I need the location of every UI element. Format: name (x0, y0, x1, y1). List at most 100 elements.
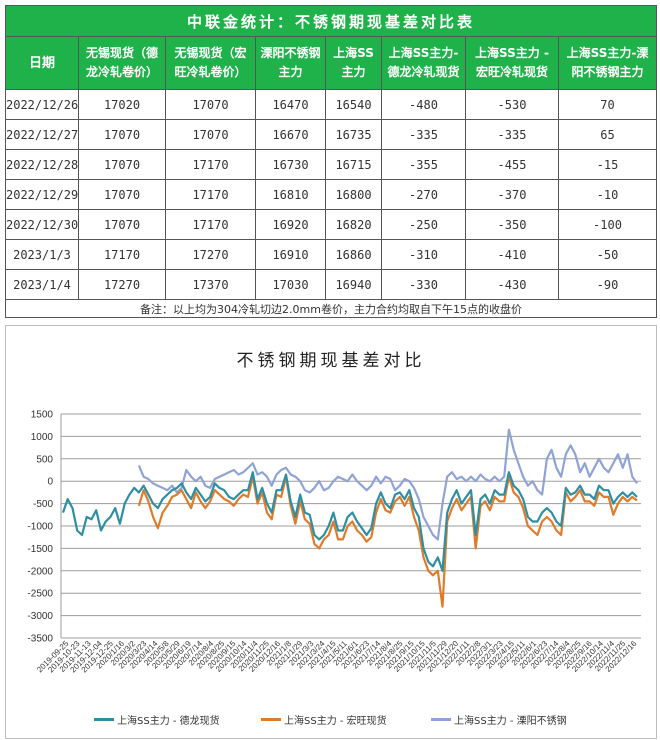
column-header: 上海SS主力-溧 阳不锈钢主力 (557, 36, 658, 90)
column-header-text: 溧阳不锈钢 (260, 46, 321, 60)
date-cell: 2023/1/4 (5, 269, 79, 300)
value-cell: -335 (465, 119, 559, 150)
value-cell: 17170 (165, 179, 256, 210)
column-header-text: 日期 (28, 55, 55, 71)
value-cell: 16910 (255, 239, 326, 270)
column-header-text: 无锡现货（德 (85, 46, 158, 60)
column-header-text: 旺冷轧卷价） (174, 65, 247, 79)
value-cell: -455 (465, 149, 559, 180)
date-cell: 2022/12/28 (5, 149, 79, 180)
table-body: 2022/12/26 17020 17070 16470 16540 -480 -530 70… (4, 89, 658, 318)
y-tick-label: -500 (33, 499, 53, 510)
value-cell: 16920 (255, 209, 326, 240)
chart-legend: 上海SS主力 - 德龙现货 上海SS主力 - 宏旺现货 上海SS主力 - 溧阳不锈钢 (6, 709, 656, 729)
value-cell: -370 (465, 179, 559, 210)
value-cell: -430 (465, 269, 559, 300)
value-cell: 17070 (165, 89, 256, 120)
value-cell: 17030 (255, 269, 326, 300)
date-cell: 2022/12/26 (5, 89, 79, 120)
value-cell: 16810 (255, 179, 326, 210)
y-tick-label: 1000 (31, 432, 54, 443)
column-header: 无锡现货（德 龙冷轧卷价） (78, 36, 166, 90)
value-cell: -410 (465, 239, 559, 270)
table-row: 2022/12/30 17070 17170 16920 16820 -250 -350 -1… (5, 209, 658, 240)
value-cell: -330 (381, 269, 466, 300)
y-tick-label: 500 (36, 454, 53, 465)
column-header-text: 上海SS主力 - (475, 46, 549, 60)
value-cell: 16940 (325, 269, 382, 300)
value-cell: 17170 (165, 149, 256, 180)
value-cell: 70 (557, 89, 658, 120)
legend-swatch-icon (94, 718, 114, 721)
value-cell: 16670 (255, 119, 326, 150)
value-cell: 16730 (255, 149, 326, 180)
value-cell: -100 (557, 209, 658, 240)
value-cell: 17070 (78, 149, 166, 180)
line-chart-plot: 1500 1000 500 0 -500 -1000 -1500 -2000 -2500 -300… (27, 410, 641, 674)
value-cell: 17070 (78, 119, 166, 150)
value-cell: -90 (557, 269, 658, 300)
legend-swatch-icon (261, 718, 281, 721)
column-header: 上海SS主力- 德龙冷轧现货 (381, 36, 466, 90)
date-cell: 2022/12/27 (5, 119, 79, 150)
value-cell: -530 (465, 89, 559, 120)
table-row: 2023/1/3 17170 17270 16910 16860 -310 -410 -50 (5, 239, 658, 270)
column-header-text: 上海SS主力-溧 (566, 46, 649, 60)
column-header: 无锡现货（宏 旺冷轧卷价） (165, 36, 256, 90)
value-cell: 16800 (325, 179, 382, 210)
legend-item: 上海SS主力 - 德龙现货 (94, 712, 220, 727)
y-tick-label: -1500 (27, 544, 53, 555)
value-cell: 17070 (78, 209, 166, 240)
column-header: 上海SS主力 - 宏旺冷轧现货 (465, 36, 559, 90)
y-tick-label: -3000 (27, 611, 53, 622)
column-header: 上海SS 主力 (325, 36, 382, 90)
column-header-text: 阳不锈钢主力 (571, 65, 644, 79)
value-cell: 16715 (325, 149, 382, 180)
column-header: 溧阳不锈钢 主力 (255, 36, 326, 90)
y-tick-label: 1500 (31, 410, 54, 421)
value-cell: 16735 (325, 119, 382, 150)
column-header-text: 无锡现货（宏 (174, 46, 247, 60)
y-tick-label: -2000 (27, 566, 53, 577)
table-row: 2023/1/4 17270 17370 17030 16940 -330 -430 -90 (5, 269, 658, 300)
value-cell: -480 (381, 89, 466, 120)
legend-label: 上海SS主力 - 溧阳不锈钢 (454, 716, 567, 727)
table-row: 2022/12/29 17070 17170 16810 16800 -270 -370 -1… (5, 179, 658, 210)
value-cell: 17170 (78, 239, 166, 270)
value-cell: 17020 (78, 89, 166, 120)
value-cell: 65 (557, 119, 658, 150)
value-cell: 16470 (255, 89, 326, 120)
series-line (137, 475, 638, 608)
series-line (137, 428, 638, 541)
value-cell: 17070 (165, 119, 256, 150)
value-cell: -250 (381, 209, 466, 240)
series-line (61, 471, 638, 572)
value-cell: 16820 (325, 209, 382, 240)
value-cell: -350 (465, 209, 559, 240)
legend-item: 上海SS主力 - 宏旺现货 (261, 712, 387, 727)
table-note: 备注：以上均为304冷轧切边2.0mm卷价，主力合约均取自下午15点的收盘价 (4, 299, 658, 318)
chart-frame: 不锈钢期现基差对比 1500 1000 500 0 -500 -1000 -1500 -200… (5, 325, 657, 739)
column-header-text: 上海SS主力- (388, 46, 459, 60)
y-tick-label: -3500 (27, 634, 53, 645)
table-header-row: 日期 无锡现货（德 龙冷轧卷价） 无锡现货（宏 旺冷轧卷价） 溧阳不锈钢 主力 上海SS 主力上… (5, 36, 658, 90)
date-cell: 2023/1/3 (5, 239, 79, 270)
legend-label: 上海SS主力 - 宏旺现货 (284, 716, 387, 727)
value-cell: -355 (381, 149, 466, 180)
legend-label: 上海SS主力 - 德龙现货 (117, 716, 220, 727)
value-cell: -310 (381, 239, 466, 270)
y-tick-label: 0 (47, 477, 53, 488)
column-header-text: 龙冷轧卷价） (85, 65, 158, 79)
value-cell: 17270 (165, 239, 256, 270)
y-tick-label: -1000 (27, 522, 53, 533)
value-cell: 17070 (78, 179, 166, 210)
date-cell: 2022/12/29 (5, 179, 79, 210)
table-title: 中联金统计：不锈钢期现基差对比表 (4, 5, 658, 37)
y-tick-label: -2500 (27, 589, 53, 600)
value-cell: 17270 (78, 269, 166, 300)
value-cell: 17370 (165, 269, 256, 300)
table-row: 2022/12/26 17020 17070 16470 16540 -480 -530 70 (5, 89, 658, 120)
chart-title: 不锈钢期现基差对比 (236, 351, 426, 371)
table-row: 2022/12/28 17070 17170 16730 16715 -355 -455 -1… (5, 149, 658, 180)
column-header: 日期 (5, 36, 79, 90)
